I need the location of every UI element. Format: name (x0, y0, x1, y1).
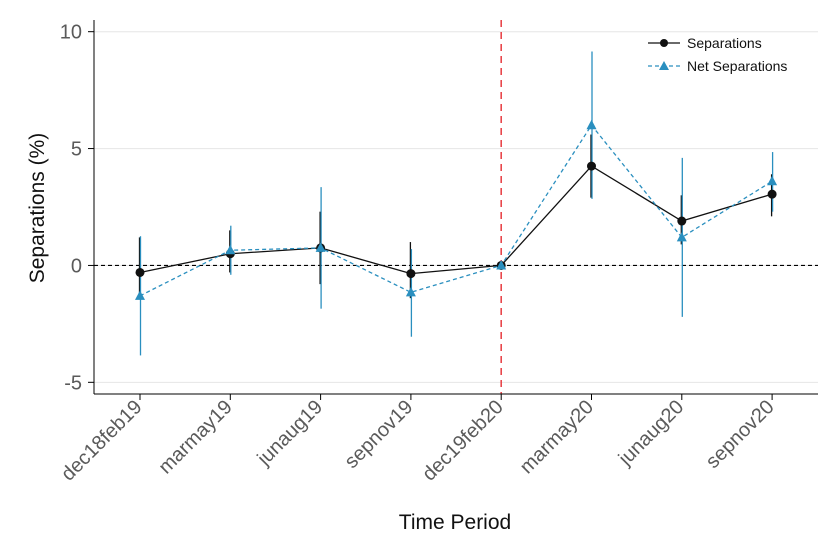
reference-lines (94, 20, 818, 394)
x-axis-title: Time Period (399, 511, 511, 534)
legend-marker-net-separations (659, 61, 669, 70)
point-net-separations (135, 290, 145, 300)
tick-labels: -5 0 5 10 dec18feb19 marmay19 junaug19 sepnov19… (57, 22, 779, 486)
point-net-separations (676, 231, 687, 242)
x-tick-label: junaug20 (614, 396, 688, 470)
point-net-separations (405, 286, 416, 297)
y-tick-label: 0 (71, 255, 82, 277)
x-tick-label: junaug19 (253, 396, 327, 470)
y-tick-label: 5 (71, 139, 82, 161)
series-lines (139, 124, 773, 297)
gridlines (94, 31, 818, 383)
legend-label-net-separations: Net Separations (687, 58, 787, 74)
y-tick-label: -5 (64, 372, 82, 394)
series-line-net-separations (139, 124, 773, 297)
point-separations (587, 161, 596, 171)
legend-marker-separations (660, 39, 668, 47)
y-axis-title: Separations (%) (26, 133, 49, 284)
legend-label-separations: Separations (687, 35, 762, 51)
point-net-separations (586, 119, 597, 130)
point-separations (135, 267, 145, 277)
x-tick-label: dec18feb19 (57, 396, 146, 485)
x-tick-label: sepnov19 (341, 396, 418, 473)
x-tick-label: marmay20 (516, 396, 598, 478)
axes (88, 20, 818, 400)
x-tick-label: marmay19 (154, 396, 236, 478)
point-net-separations (225, 244, 236, 255)
markers (135, 119, 778, 300)
point-net-separations (315, 242, 326, 252)
point-separations (406, 269, 416, 279)
x-tick-label: dec19feb20 (418, 396, 507, 485)
point-separations (677, 216, 687, 226)
error-bars (138, 51, 774, 356)
y-tick-label: 10 (60, 22, 82, 44)
legend: Separations Net Separations (648, 35, 787, 74)
point-net-separations (496, 259, 507, 270)
point-separations (767, 189, 777, 199)
point-net-separations (767, 175, 778, 186)
series-line-separations (139, 165, 773, 275)
x-tick-label: sepnov20 (702, 396, 779, 473)
